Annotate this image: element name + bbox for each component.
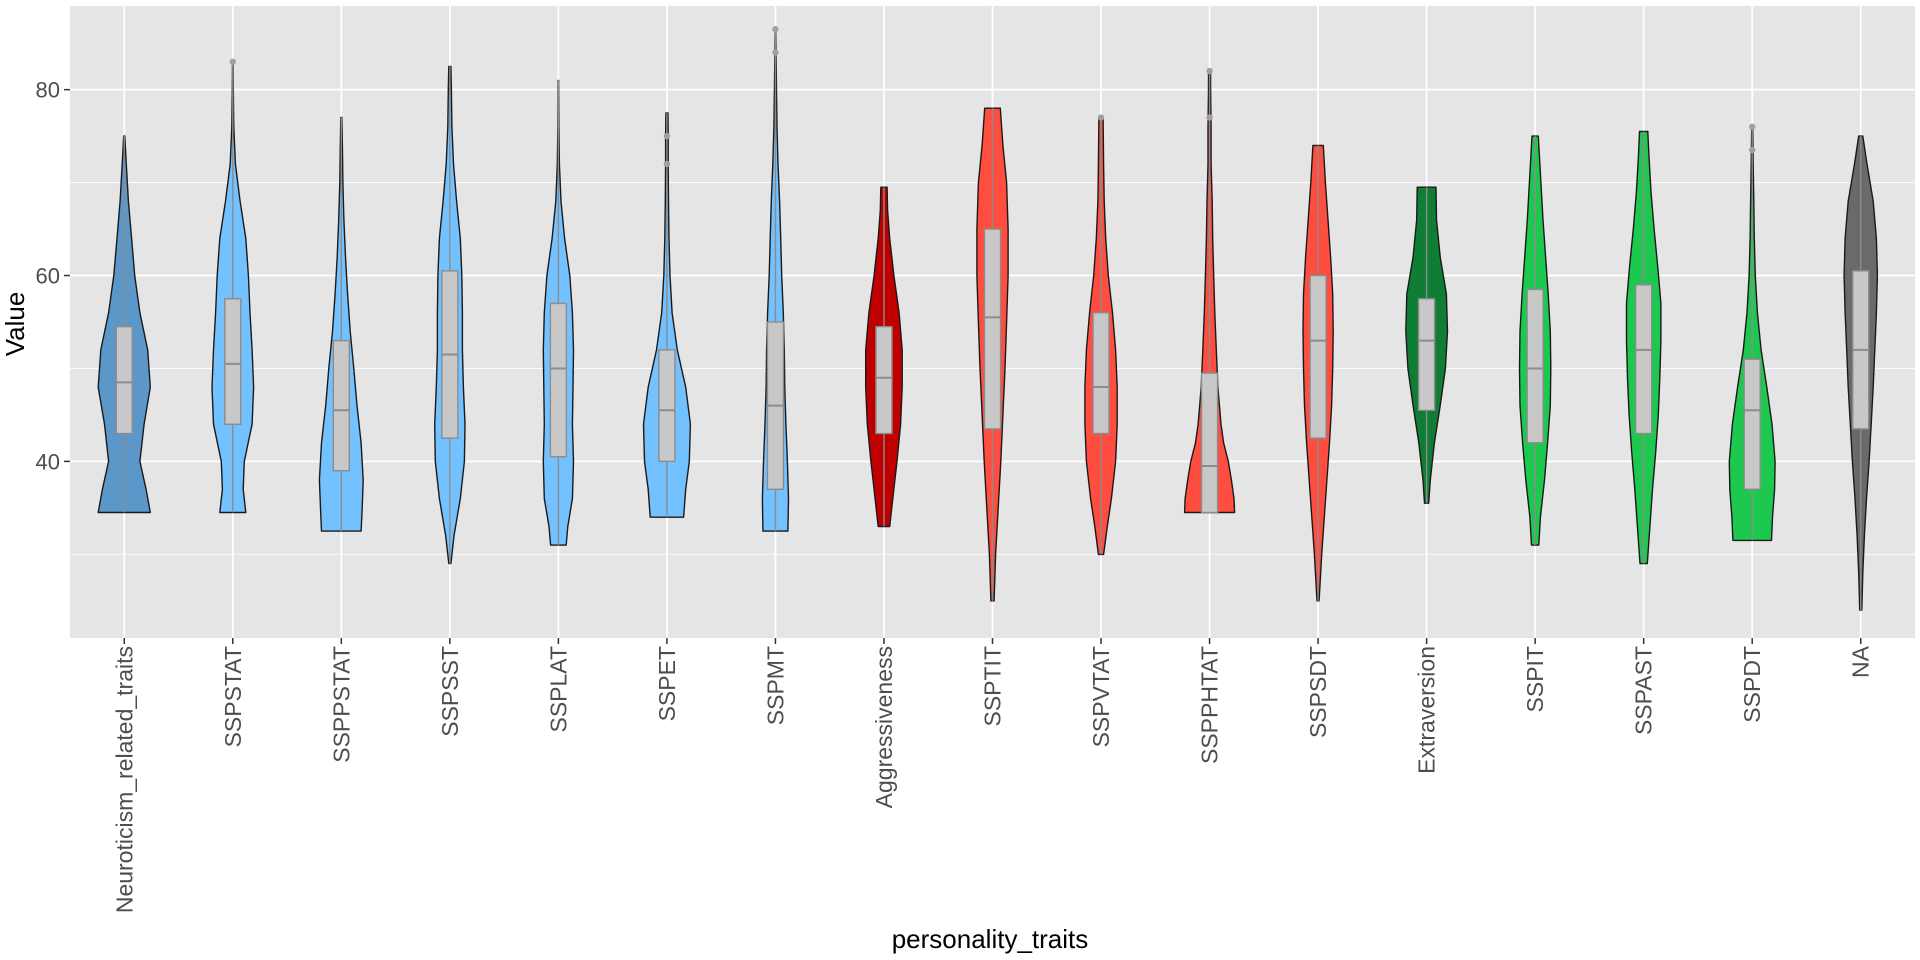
outlier-point <box>1097 114 1105 121</box>
outlier-point <box>1749 146 1756 154</box>
violin-group <box>865 186 903 528</box>
x-tick-label: SSPVTAT <box>1088 646 1114 747</box>
x-tick-label: NA <box>1848 645 1874 678</box>
x-tick-label: SSPDT <box>1739 646 1765 723</box>
y-axis-title: Value <box>0 292 30 357</box>
x-tick-label: SSPPSTAT <box>328 646 354 763</box>
violin-group <box>1843 135 1879 611</box>
box-iqr <box>1634 284 1653 435</box>
x-axis: Neuroticism_related_traits SSPSTAT SSPPSTA… <box>111 638 1874 913</box>
x-axis-title: personality_traits <box>892 924 1089 954</box>
violin-group <box>1302 144 1334 602</box>
outlier-point <box>772 49 779 56</box>
violin-group <box>1183 67 1236 514</box>
violin-group <box>976 107 1009 602</box>
x-tick-label: SSPSST <box>437 646 463 737</box>
x-tick-label: SSPET <box>654 646 680 721</box>
box-iqr <box>332 339 351 472</box>
outlier-point <box>1749 123 1756 131</box>
y-tick-label: 40 <box>36 449 60 474</box>
x-tick-label: Extraversion <box>1414 646 1440 774</box>
y-axis: 40 60 80 <box>36 78 70 474</box>
violin-group <box>761 26 790 532</box>
violin-group <box>1625 130 1662 565</box>
outlier-point <box>229 58 236 65</box>
x-tick-label: SSPMT <box>762 646 788 725</box>
x-tick-label: Aggressiveness <box>871 646 897 808</box>
violin-group <box>1518 135 1552 546</box>
violin-group <box>318 116 364 532</box>
x-tick-label: SSPSTAT <box>220 646 246 747</box>
violin-group <box>211 58 255 514</box>
x-tick-label: Neuroticism_related_traits <box>111 646 137 913</box>
violin-group <box>1405 186 1449 504</box>
box-iqr <box>875 325 893 435</box>
box-iqr <box>1309 274 1327 439</box>
box-iqr <box>1200 372 1219 514</box>
violins <box>97 26 1879 611</box>
violin-group <box>434 65 466 565</box>
box-iqr <box>224 298 242 425</box>
outlier-point <box>1206 114 1213 121</box>
outlier-point <box>663 132 671 140</box>
outlier-point <box>772 26 779 33</box>
x-tick-label: SSPIT <box>1522 646 1548 712</box>
y-tick-label: 80 <box>36 78 60 103</box>
box-iqr <box>1526 288 1544 444</box>
x-tick-label: SSPTIT <box>980 646 1006 727</box>
box-iqr <box>115 325 133 435</box>
violin-group <box>542 79 575 546</box>
outlier-point <box>663 160 671 168</box>
box-iqr <box>1417 298 1436 411</box>
x-tick-label: SSPSDT <box>1305 646 1331 738</box>
box-iqr <box>549 302 568 458</box>
x-tick-label: SSPAST <box>1631 646 1657 735</box>
x-tick-label: SSPLAT <box>545 646 571 733</box>
x-tick-label: SSPPHTAT <box>1197 646 1223 764</box>
violin-group <box>1084 114 1118 556</box>
outlier-point <box>1206 67 1213 75</box>
box-iqr <box>658 349 676 463</box>
violin-group <box>97 135 151 514</box>
y-tick-label: 60 <box>36 264 60 289</box>
box-iqr <box>1743 358 1761 490</box>
box-iqr <box>1092 312 1110 435</box>
violin-group <box>1728 123 1776 542</box>
box-iqr <box>983 228 1002 430</box>
violin-group <box>642 112 692 518</box>
